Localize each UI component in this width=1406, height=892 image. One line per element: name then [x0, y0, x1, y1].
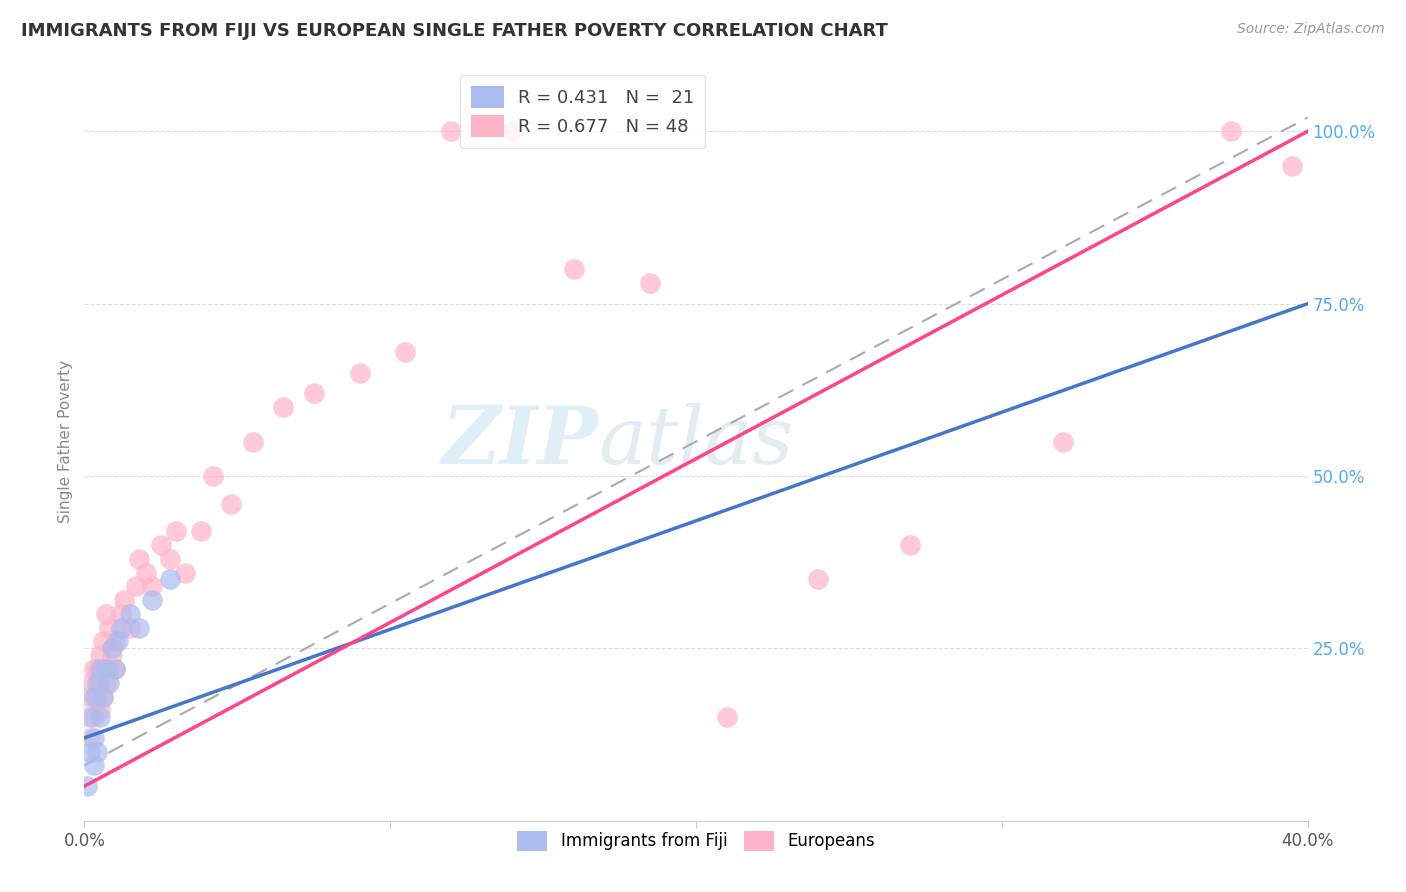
Point [165, 524, 187, 538]
Point [302, 386, 325, 401]
Point [201, 469, 224, 483]
Point [94, 675, 117, 690]
Point [112, 593, 135, 607]
Point [79, 710, 101, 724]
Point [79, 731, 101, 745]
Point [502, 124, 524, 138]
Point [638, 276, 661, 290]
Point [110, 607, 132, 621]
Text: Source: ZipAtlas.com: Source: ZipAtlas.com [1237, 22, 1385, 37]
Point [94, 662, 117, 676]
Point [1052, 434, 1074, 449]
Point [89, 703, 111, 717]
Text: IMMIGRANTS FROM FIJI VS EUROPEAN SINGLE FATHER POVERTY CORRELATION CHART: IMMIGRANTS FROM FIJI VS EUROPEAN SINGLE … [21, 22, 889, 40]
Point [120, 607, 142, 621]
Point [104, 634, 127, 648]
Point [94, 607, 117, 621]
Point [440, 124, 463, 138]
Point [562, 262, 585, 277]
Point [83, 758, 105, 772]
Point [159, 551, 181, 566]
Point [104, 662, 127, 676]
Point [104, 662, 127, 676]
Point [141, 593, 163, 607]
Point [271, 400, 294, 414]
Point [76, 779, 98, 793]
Point [174, 566, 197, 580]
Point [128, 551, 150, 566]
Text: atlas: atlas [598, 403, 793, 480]
Point [1220, 124, 1243, 138]
Point [120, 621, 142, 635]
Point [135, 566, 157, 580]
Point [101, 648, 124, 663]
Point [394, 345, 416, 359]
Point [89, 710, 111, 724]
Point [91, 634, 114, 648]
Point [149, 538, 172, 552]
Point [89, 648, 111, 663]
Point [1281, 159, 1303, 173]
Point [190, 524, 212, 538]
Legend: Immigrants from Fiji, Europeans: Immigrants from Fiji, Europeans [510, 824, 882, 858]
Point [86, 745, 108, 759]
Point [97, 675, 120, 690]
Point [79, 675, 101, 690]
Point [716, 710, 738, 724]
Point [159, 573, 181, 587]
Point [107, 634, 129, 648]
Point [125, 579, 148, 593]
Point [76, 690, 98, 704]
Point [83, 731, 105, 745]
Point [141, 579, 163, 593]
Point [79, 745, 101, 759]
Y-axis label: Single Father Poverty: Single Father Poverty [58, 360, 73, 523]
Point [86, 662, 108, 676]
Point [242, 434, 264, 449]
Point [83, 690, 105, 704]
Point [86, 690, 108, 704]
Point [89, 675, 111, 690]
Point [807, 573, 830, 587]
Point [349, 366, 371, 380]
Text: ZIP: ZIP [441, 403, 598, 480]
Point [89, 662, 111, 676]
Point [91, 690, 114, 704]
Point [128, 621, 150, 635]
Point [91, 690, 114, 704]
Point [86, 675, 108, 690]
Point [219, 497, 242, 511]
Point [97, 621, 120, 635]
Point [97, 662, 120, 676]
Point [101, 641, 124, 656]
Point [110, 621, 132, 635]
Point [898, 538, 921, 552]
Point [83, 710, 105, 724]
Point [83, 662, 105, 676]
